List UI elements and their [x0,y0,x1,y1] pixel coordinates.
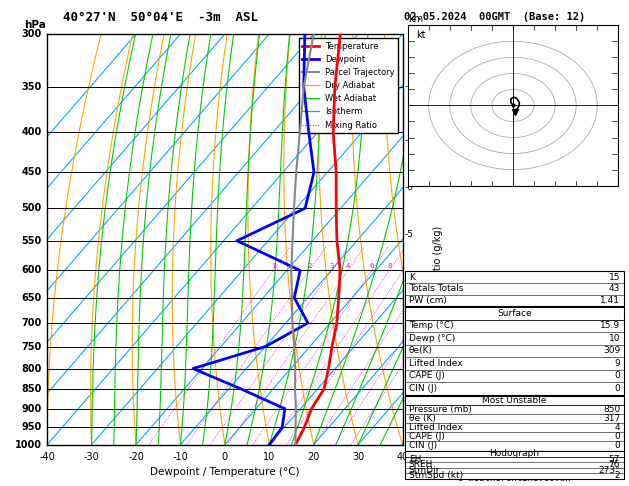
Text: 800: 800 [21,364,42,374]
Text: StmDir: StmDir [409,466,440,475]
Text: 550: 550 [21,236,42,246]
Text: 2: 2 [615,471,620,481]
Text: -40: -40 [39,452,55,462]
Text: K: K [409,273,415,281]
Text: -20: -20 [128,452,144,462]
Text: 350: 350 [21,82,42,91]
Text: 15: 15 [609,273,620,281]
Text: 10: 10 [263,452,276,462]
Text: -2: -2 [405,364,414,373]
Text: θe (K): θe (K) [409,414,436,423]
Text: 273°: 273° [599,466,620,475]
Text: 400: 400 [21,127,42,137]
Text: Lifted Index: Lifted Index [409,359,462,368]
Text: -3: -3 [405,318,414,328]
Text: 0: 0 [615,432,620,441]
Text: 650: 650 [21,293,42,303]
Text: Dewpoint / Temperature (°C): Dewpoint / Temperature (°C) [150,467,299,477]
Text: 57: 57 [609,455,620,464]
Text: 4: 4 [615,423,620,432]
Text: 10: 10 [609,334,620,343]
Text: -7: -7 [405,136,414,145]
Text: 6: 6 [369,263,374,269]
Text: 1000: 1000 [15,440,42,450]
Text: CAPE (J): CAPE (J) [409,371,445,381]
Text: Dewp (°C): Dewp (°C) [409,334,455,343]
Text: 40: 40 [396,452,409,462]
Text: 30: 30 [352,452,364,462]
Text: Surface: Surface [497,309,532,318]
Text: 300: 300 [21,29,42,39]
Text: 600: 600 [21,265,42,276]
Text: EH: EH [409,455,421,464]
Text: 450: 450 [21,167,42,177]
Text: θe(K): θe(K) [409,347,433,355]
Text: 309: 309 [603,347,620,355]
Text: 1.41: 1.41 [600,296,620,305]
Text: 9: 9 [615,359,620,368]
Text: -8: -8 [405,82,414,91]
Text: 750: 750 [21,342,42,351]
Text: -10: -10 [172,452,188,462]
Text: 3: 3 [329,263,334,269]
Text: 02.05.2024  00GMT  (Base: 12): 02.05.2024 00GMT (Base: 12) [404,12,586,22]
Text: 700: 700 [21,318,42,328]
Text: © weatheronline.co.uk: © weatheronline.co.uk [458,474,571,483]
Text: PW (cm): PW (cm) [409,296,447,305]
Text: 0: 0 [615,384,620,393]
Text: StmSpd (kt): StmSpd (kt) [409,471,463,481]
Text: -30: -30 [84,452,99,462]
Text: CIN (J): CIN (J) [409,384,437,393]
Text: -6: -6 [405,183,414,191]
Text: SREH: SREH [409,460,433,469]
Text: 76: 76 [609,460,620,469]
Text: LCL: LCL [405,426,421,435]
Text: -5: -5 [405,230,414,239]
Text: Temp (°C): Temp (°C) [409,321,454,330]
Text: 43: 43 [609,284,620,293]
Text: Pressure (mb): Pressure (mb) [409,405,472,414]
Text: 0: 0 [615,371,620,381]
Text: 40°27'N  50°04'E  -3m  ASL: 40°27'N 50°04'E -3m ASL [64,11,259,24]
Text: 500: 500 [21,203,42,213]
Text: Totals Totals: Totals Totals [409,284,463,293]
Text: 900: 900 [21,404,42,414]
Text: 317: 317 [603,414,620,423]
Text: 0: 0 [222,452,228,462]
Text: 950: 950 [21,422,42,432]
Text: 4: 4 [346,263,350,269]
Text: kt: kt [416,30,426,40]
Text: km: km [408,14,423,24]
Text: Hodograph: Hodograph [489,449,540,458]
Text: 0: 0 [615,441,620,451]
Text: -4: -4 [405,272,414,280]
Text: CIN (J): CIN (J) [409,441,437,451]
Text: 850: 850 [603,405,620,414]
Text: 20: 20 [308,452,320,462]
Text: -1: -1 [405,412,414,421]
Text: hPa: hPa [24,20,46,30]
Text: CAPE (J): CAPE (J) [409,432,445,441]
Text: ASL: ASL [408,32,426,42]
Text: 8: 8 [387,263,392,269]
Text: 2: 2 [307,263,311,269]
Legend: Temperature, Dewpoint, Parcel Trajectory, Dry Adiabat, Wet Adiabat, Isotherm, Mi: Temperature, Dewpoint, Parcel Trajectory… [299,38,398,133]
Text: Most Unstable: Most Unstable [482,396,547,405]
Text: 1: 1 [271,263,276,269]
Text: Mixing Ratio (g/kg): Mixing Ratio (g/kg) [433,226,443,318]
Text: 15.9: 15.9 [600,321,620,330]
Text: 850: 850 [21,384,42,394]
Text: Lifted Index: Lifted Index [409,423,462,432]
